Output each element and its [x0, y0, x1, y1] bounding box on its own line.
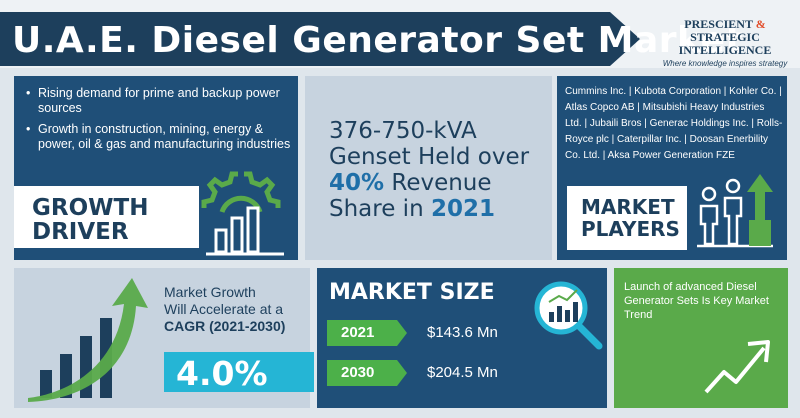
market-size-value: $143.6 Mn [427, 324, 498, 341]
cagr-line1: Market Growth [164, 284, 256, 300]
cagr-line2: Will Accelerate at a [164, 301, 284, 317]
market-size-value: $204.5 Mn [427, 364, 498, 381]
genset-share-year: 2021 [430, 196, 495, 222]
market-players-label: MARKET PLAYERS [567, 186, 687, 250]
brand-word-2: STRATEGIC [690, 30, 760, 44]
growth-driver-label-line2: DRIVER [32, 219, 129, 245]
trend-arrow-icon [704, 340, 770, 394]
magnifier-chart-icon [534, 281, 603, 350]
genset-line2: Genset Held over [329, 144, 530, 170]
genset-line4: Share in [329, 196, 431, 222]
market-size-title: MARKET SIZE [329, 280, 495, 305]
market-players-label-line1: MARKET [581, 195, 675, 219]
growth-driver-label: GROWTH DRIVER [14, 186, 199, 248]
market-size-year: 2021 [341, 324, 375, 341]
market-players-label-line2: PLAYERS [581, 217, 680, 241]
genset-share-panel: 376-750-kVA Genset Held over 40% Revenue… [305, 76, 552, 260]
list-item: Rising demand for prime and backup power… [24, 86, 294, 116]
market-size-panel: MARKET SIZE 2021 $143.6 Mn 2030 $204.5 M… [317, 268, 607, 408]
cagr-panel: Market Growth Will Accelerate at a CAGR … [14, 268, 314, 408]
growth-driver-label-line1: GROWTH [32, 195, 149, 221]
brand-word-1: PRESCIENT [684, 17, 753, 31]
title-band [0, 12, 640, 66]
brand-word-3: INTELLIGENCE [678, 43, 772, 57]
market-trend-panel: Launch of advanced Diesel Generator Sets… [614, 268, 788, 408]
growth-driver-list: Rising demand for prime and backup power… [24, 86, 294, 158]
gear-chart-icon [201, 171, 284, 256]
cagr-description: Market Growth Will Accelerate at a CAGR … [164, 284, 314, 335]
brand-ampersand: & [752, 17, 766, 31]
genset-share-pct: 40% [329, 170, 385, 196]
brand-logo: PRESCIENT & STRATEGIC INTELLIGENCE Where… [660, 17, 790, 69]
page-title: U.A.E. Diesel Generator Set Market [12, 20, 744, 61]
genset-line1: 376-750-kVA [329, 118, 477, 144]
cagr-value: 4.0% [176, 354, 268, 393]
people-growth-icon [697, 174, 773, 248]
genset-share-text: 376-750-kVA Genset Held over 40% Revenue… [329, 118, 544, 222]
cagr-period: CAGR (2021-2030) [164, 318, 286, 334]
header: U.A.E. Diesel Generator Set Market PRESC… [0, 0, 800, 68]
market-size-year: 2030 [341, 364, 375, 381]
market-trend-text: Launch of advanced Diesel Generator Sets… [624, 281, 769, 321]
genset-line3: Revenue [384, 170, 492, 196]
list-item: Growth in construction, mining, energy &… [24, 122, 294, 152]
market-players-list: Cummins Inc. | Kubota Corporation | Kohl… [565, 86, 783, 161]
rising-bars-arrow-icon [28, 278, 148, 402]
brand-tagline: Where knowledge inspires strategy [662, 59, 788, 68]
cagr-value-badge: 4.0% [164, 352, 314, 393]
